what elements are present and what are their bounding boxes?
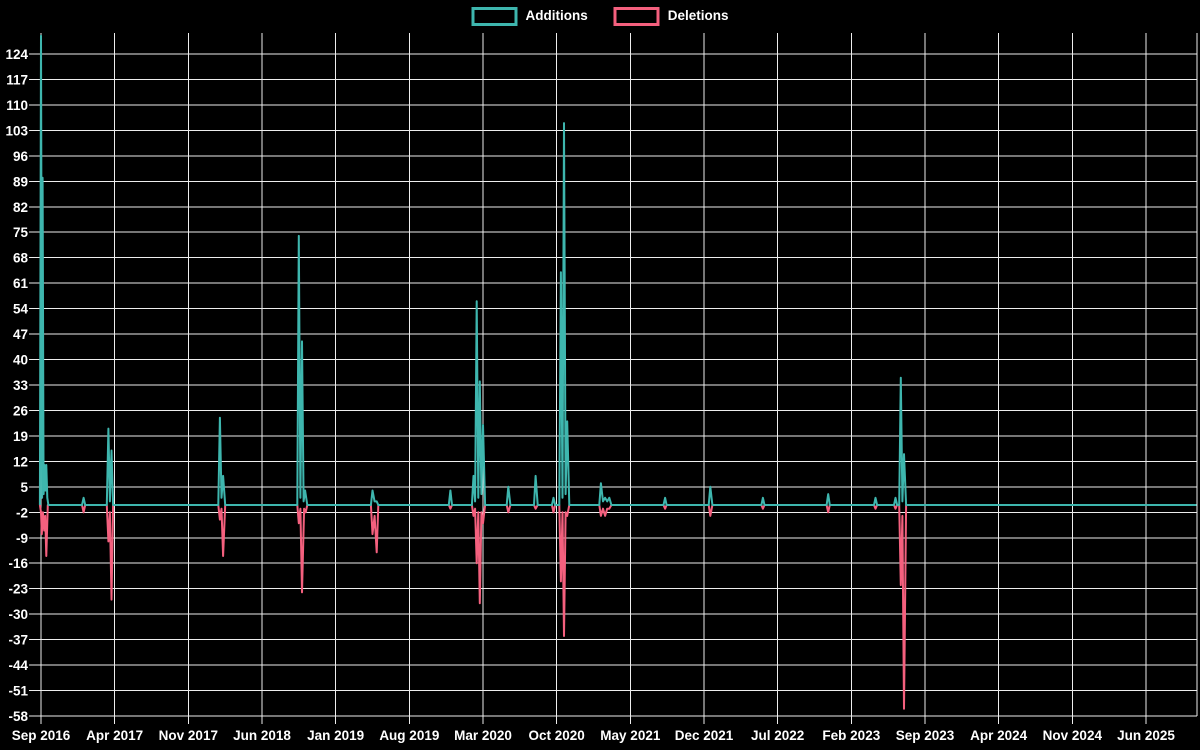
legend-deletions-label: Deletions [667,8,729,23]
legend-additions-label: Additions [525,8,588,23]
y-axis-tick-label: 89 [13,174,28,189]
y-axis-tick-label: 103 [5,123,28,138]
x-axis-tick-label: Apr 2017 [86,728,143,743]
y-axis-tick-label: -30 [8,607,28,622]
x-axis-tick-label: Jul 2022 [751,728,804,743]
x-axis-tick-label: Jun 2018 [233,728,291,743]
chart-legend: Additions Deletions [471,6,729,26]
y-axis-tick-label: 40 [13,353,28,368]
y-axis-tick-label: 54 [13,302,29,317]
y-axis-tick-label: 19 [13,429,28,444]
y-axis-tick-label: 33 [13,378,29,393]
y-axis-tick-label: 5 [20,480,28,495]
x-axis-tick-label: Oct 2020 [529,728,585,743]
x-axis-tick-label: Feb 2023 [822,728,880,743]
y-axis-tick-label: -9 [16,531,28,546]
y-axis-tick-label: 96 [13,149,29,164]
additions-line [38,34,1197,506]
y-axis-tick-label: -37 [8,633,28,648]
y-axis-tick-label: 124 [5,47,28,62]
y-axis-tick-label: -58 [8,709,28,724]
y-axis-tick-label: 82 [13,200,28,215]
x-axis-tick-label: May 2021 [600,728,661,743]
y-axis-tick-label: 47 [13,327,28,342]
y-axis-tick-label: 117 [6,72,28,87]
legend-item-additions[interactable]: Additions [471,6,588,26]
y-axis-tick-label: 68 [13,251,29,266]
y-axis-tick-label: 110 [6,98,28,113]
y-axis-tick-label: -2 [16,505,28,520]
additions-swatch-icon [471,6,518,26]
x-axis-tick-label: Mar 2020 [454,728,512,743]
y-axis-tick-label: -51 [8,684,28,699]
deletions-swatch-icon [613,6,660,26]
x-axis-tick-label: Sep 2023 [896,728,955,743]
y-axis-tick-label: 26 [13,403,29,418]
y-axis-tick-label: 12 [13,454,28,469]
y-axis-tick-label: -23 [8,582,28,597]
x-axis-tick-label: Jan 2019 [307,728,364,743]
x-axis-tick-label: Aug 2019 [379,728,439,743]
legend-item-deletions[interactable]: Deletions [613,6,729,26]
x-axis-tick-label: Apr 2024 [970,728,1028,743]
x-axis-tick-label: Dec 2021 [675,728,734,743]
y-axis-tick-label: 75 [13,225,29,240]
x-axis-tick-label: Sep 2016 [12,728,71,743]
y-axis-tick-label: -44 [8,658,28,673]
deletions-line [38,504,1197,710]
y-axis-tick-label: -16 [8,556,28,571]
x-axis-tick-label: Nov 2024 [1043,728,1103,743]
y-axis-tick-label: 61 [13,276,29,291]
x-axis-tick-label: Jun 2025 [1117,728,1175,743]
x-axis-tick-label: Nov 2017 [159,728,218,743]
